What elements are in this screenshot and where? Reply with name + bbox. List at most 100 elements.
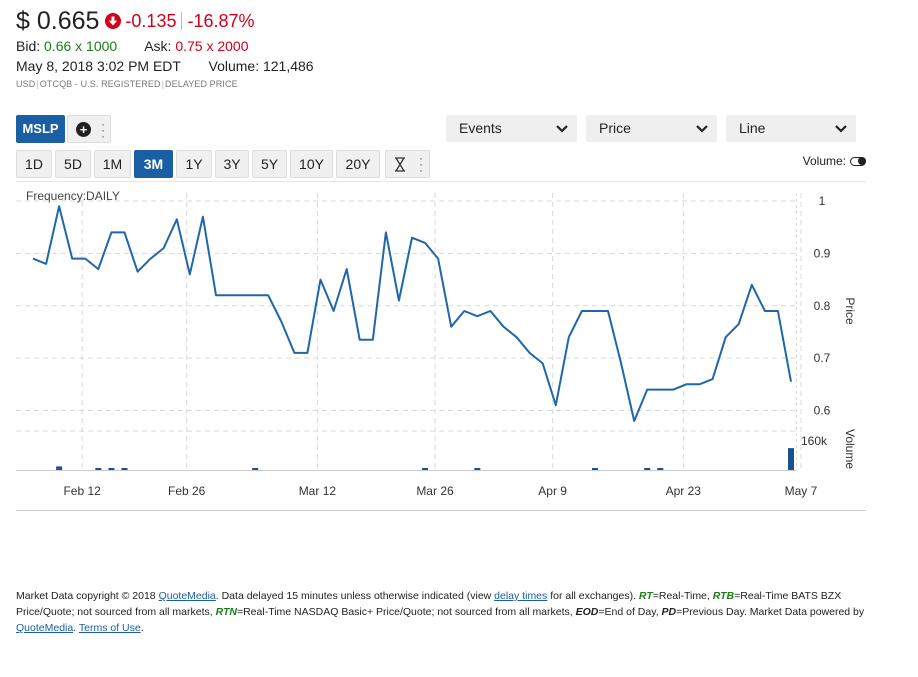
disclaimer-text: =Real-Time, (652, 590, 713, 602)
market-tier: OTCQB - U.S. REGISTERED (39, 79, 161, 89)
rt-code: RT (638, 590, 653, 602)
x-tick-label: Feb 12 (63, 484, 101, 498)
x-tick-label: Mar 12 (299, 484, 337, 498)
range-10y-button[interactable]: 10Y (290, 150, 333, 178)
volume-bar (56, 466, 63, 470)
bid-ask-line: Bid: 0.66 x 1000 Ask: 0.75 x 2000 (16, 36, 896, 56)
quote-meta: USD|OTCQB - U.S. REGISTERED|DELAYED PRIC… (16, 79, 238, 89)
range-1d-button[interactable]: 1D (16, 150, 52, 178)
volume-bar (422, 468, 429, 470)
range-5d-button[interactable]: 5D (55, 150, 91, 178)
y-tick-label: 0.9 (814, 246, 831, 260)
volume-value: 121,486 (262, 58, 314, 74)
disclaimer-text: . (140, 622, 144, 634)
x-tick-label: Apr 23 (666, 484, 702, 498)
hourglass-icon (393, 157, 407, 177)
down-arrow-icon (105, 13, 122, 29)
disclaimer-text: =Previous Day. Market Data powered by (676, 606, 865, 618)
volume-bar (108, 468, 115, 470)
price-chart: 1 0.9 0.8 0.7 0.6 160k Feb 12 Feb 26 Mar 12 Mar 2… (16, 181, 866, 511)
add-comparison-button[interactable]: + · · · (67, 115, 111, 143)
volume-bar (788, 448, 794, 470)
last-price: $ 0.665 (16, 6, 100, 35)
price-delay: DELAYED PRICE (165, 79, 238, 89)
volume-bar (474, 468, 481, 470)
x-tick-label: Mar 26 (416, 484, 454, 498)
chevron-down-icon (834, 115, 848, 151)
disclaimer-text: . Data delayed 15 minutes unless otherwi… (215, 590, 495, 602)
price-change: -0.135 (125, 10, 177, 31)
market-data-disclaimer: Market Data copyright © 2018 QuoteMedia.… (16, 588, 896, 636)
volume-bar (121, 468, 128, 470)
vertical-dots-icon[interactable]: · · · (101, 117, 105, 143)
pd-code: PD (661, 606, 677, 618)
disclaimer-text: =Real-Time BATS BZX Price/Quote; not sou… (16, 590, 842, 618)
toggle-on-icon[interactable] (850, 156, 866, 166)
range-1y-button[interactable]: 1Y (176, 150, 212, 178)
rtn-code: RTN (215, 606, 237, 618)
volume-bar (95, 468, 102, 470)
price-series-line (32, 205, 792, 422)
disclaimer-text: . (73, 622, 79, 634)
disclaimer-text: for all exchanges). (547, 590, 639, 602)
quote-datetime: May 8, 2018 3:02 PM EDT (16, 58, 181, 74)
volume-bar (591, 468, 598, 470)
price-dropdown-label: Price (599, 120, 631, 136)
bid-value: 0.66 x 1000 (44, 38, 118, 54)
volume-bar (252, 468, 259, 470)
x-tick-label: May 7 (785, 484, 818, 498)
chevron-down-icon (555, 115, 569, 151)
volume-label: Volume: (208, 58, 260, 74)
range-3m-button[interactable]: 3M (134, 150, 173, 178)
range-toolbar: 1D 5D 1M 3M 1Y 3Y 5Y 10Y 20Y · · · Volume: (16, 150, 866, 178)
delay-times-link[interactable]: delay times (494, 590, 548, 602)
price-chart-svg: 1 0.9 0.8 0.7 0.6 160k Feb 12 Feb 26 Mar 12 Mar 2… (16, 181, 866, 511)
time-volume-line: May 8, 2018 3:02 PM EDT Volume: 121,486 (16, 56, 896, 76)
y-axis-title: Price (843, 297, 857, 325)
plus-circle-icon: + (76, 122, 91, 137)
chart-type-dropdown-label: Line (739, 120, 766, 136)
price-change-percent: -16.87% (187, 10, 255, 31)
x-tick-label: Feb 26 (168, 484, 206, 498)
volume-toggle-label: Volume: (802, 154, 846, 168)
volume-bar (644, 468, 651, 470)
events-dropdown-label: Events (459, 120, 502, 136)
disclaimer-text: Market Data copyright © 2018 (16, 590, 159, 602)
volume-axis-title: Volume (843, 429, 857, 469)
range-5y-button[interactable]: 5Y (252, 150, 287, 178)
chart-toolbar: MSLP + · · · Events Price Line (16, 115, 866, 143)
eod-code: EOD (575, 606, 599, 618)
disclaimer-text: =End of Day, (598, 606, 662, 618)
y-tick-label: 0.8 (814, 299, 831, 313)
chart-type-dropdown[interactable]: Line (726, 115, 856, 142)
volume-toggle[interactable]: Volume: (803, 154, 866, 168)
x-tick-label: Apr 9 (538, 484, 567, 498)
terms-of-use-link[interactable]: Terms of Use (78, 622, 141, 634)
range-3y-button[interactable]: 3Y (215, 150, 249, 178)
volume-bar (657, 468, 664, 470)
ask-value: 0.75 x 2000 (175, 38, 249, 54)
price-line: $ 0.665 -0.135 -16.87% (16, 6, 896, 36)
price-dropdown[interactable]: Price (586, 115, 717, 142)
y-tick-label: 0.7 (814, 351, 831, 365)
disclaimer-text: =Real-Time NASDAQ Basic+ Price/Quote; no… (236, 606, 576, 618)
frequency-label: Frequency:DAILY (26, 189, 120, 203)
divider (181, 12, 183, 30)
quotemedia-link[interactable]: QuoteMedia (158, 590, 216, 602)
bid-label: Bid: (16, 38, 41, 54)
range-20y-button[interactable]: 20Y (336, 150, 380, 178)
vertical-dots-icon[interactable]: · · · (419, 151, 423, 177)
custom-range-button[interactable]: · · · (385, 150, 430, 178)
currency: USD (16, 79, 36, 89)
volume-tick-label: 160k (801, 434, 828, 448)
y-tick-label: 0.6 (814, 404, 831, 418)
y-tick-label: 1 (819, 194, 826, 208)
quotemedia-link[interactable]: QuoteMedia (16, 622, 74, 634)
ask-label: Ask: (144, 38, 172, 54)
chevron-down-icon (695, 115, 709, 151)
range-1m-button[interactable]: 1M (94, 150, 131, 178)
rtb-code: RTB (712, 590, 735, 602)
symbol-button[interactable]: MSLP (16, 115, 65, 143)
quote-header: $ 0.665 -0.135 -16.87% Bid: 0.66 x 1000 … (16, 6, 896, 91)
events-dropdown[interactable]: Events (446, 115, 577, 142)
